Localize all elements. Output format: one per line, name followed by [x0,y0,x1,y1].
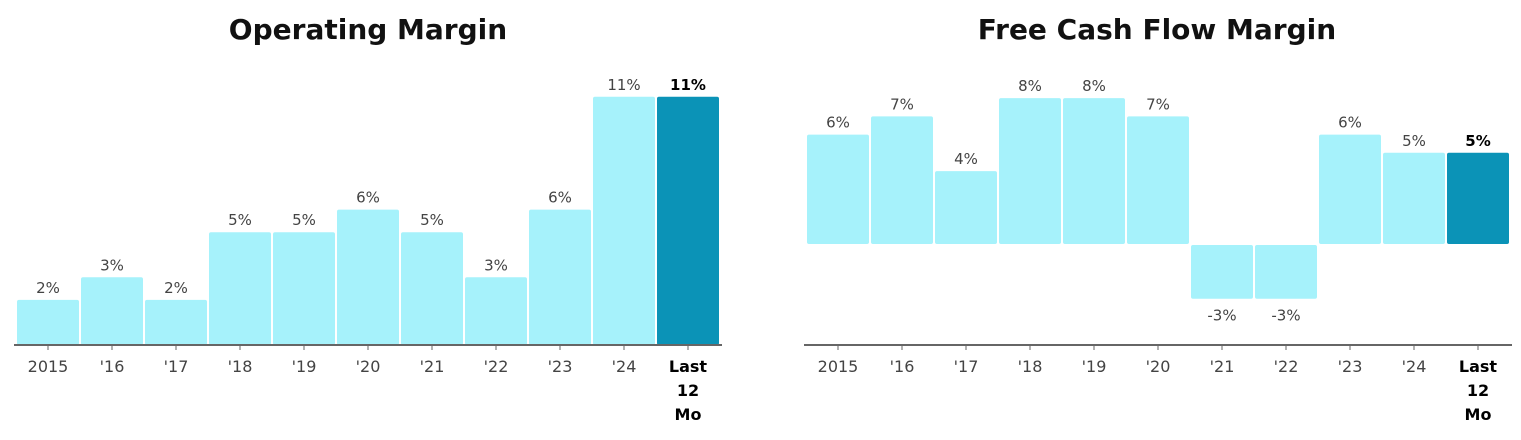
x-tick-label: '24 [612,357,637,376]
bar [593,96,655,345]
bar [1383,152,1445,244]
bar-highlight [1447,152,1509,244]
data-label: 11% [670,76,706,94]
data-label: -3% [1207,307,1236,325]
x-tick-label: '23 [548,357,573,376]
x-tick-label: '24 [1402,357,1427,376]
x-tick-label: '21 [420,357,445,376]
x-tick-label: '21 [1210,357,1235,376]
x-tick-label: '17 [164,357,189,376]
x-tick-label: '16 [890,357,915,376]
data-label: 6% [548,189,572,207]
data-label: 5% [1402,132,1426,150]
bar [465,277,527,345]
x-tick-label: '16 [100,357,125,376]
x-tick-label: '18 [228,357,253,376]
data-label: 2% [164,279,188,297]
bar [17,299,79,345]
bar [209,232,271,345]
bar [273,232,335,345]
x-tick-label: 2015 [28,357,69,376]
x-tick-label: 2015 [818,357,859,376]
x-tick-label: '19 [292,357,317,376]
bar [935,171,997,244]
bar [337,209,399,345]
data-label: 5% [228,211,252,229]
bar [871,116,933,244]
free-cash-flow-margin-chart: Free Cash Flow Margin 6% 2015 7% '16 4% '17 8% '… [804,13,1512,424]
data-label: 6% [1338,114,1362,132]
data-label: 8% [1082,77,1106,95]
data-label: -3% [1271,307,1300,325]
bar [401,232,463,345]
x-tick-label: '18 [1018,357,1043,376]
x-tick-label: '23 [1338,357,1363,376]
x-tick-label: '22 [484,357,509,376]
data-label: 7% [890,95,914,113]
x-tick-label: '22 [1274,357,1299,376]
x-tick-label: '17 [954,357,979,376]
bar [145,299,207,345]
x-tick-label: Last 12 Mo [1459,357,1498,424]
bar [529,209,591,345]
x-tick-label: '19 [1082,357,1107,376]
chart-title: Operating Margin [229,13,507,46]
bar [1063,98,1125,244]
bar [1191,245,1253,299]
bar [1319,134,1381,244]
data-label: 8% [1018,77,1042,95]
data-label: 5% [1465,132,1490,150]
bar [1127,116,1189,244]
bar-highlight [657,96,719,345]
x-tick-label: '20 [356,357,381,376]
data-label: 11% [607,76,640,94]
bar [1255,245,1317,299]
data-label: 3% [100,256,124,274]
bar [807,134,869,244]
data-label: 6% [826,114,850,132]
bar [81,277,143,345]
data-label: 5% [292,211,316,229]
data-label: 4% [954,150,978,168]
data-label: 3% [484,256,508,274]
x-tick-label: '20 [1146,357,1171,376]
operating-margin-chart: Operating Margin 2% 2015 3% '16 2% '17 5% '18 5% '… [14,13,722,424]
data-label: 7% [1146,95,1170,113]
data-label: 6% [356,189,380,207]
data-label: 2% [36,279,60,297]
x-tick-label: Last 12 Mo [669,357,708,424]
chart-title: Free Cash Flow Margin [978,13,1336,46]
bar [999,98,1061,244]
data-label: 5% [420,211,444,229]
